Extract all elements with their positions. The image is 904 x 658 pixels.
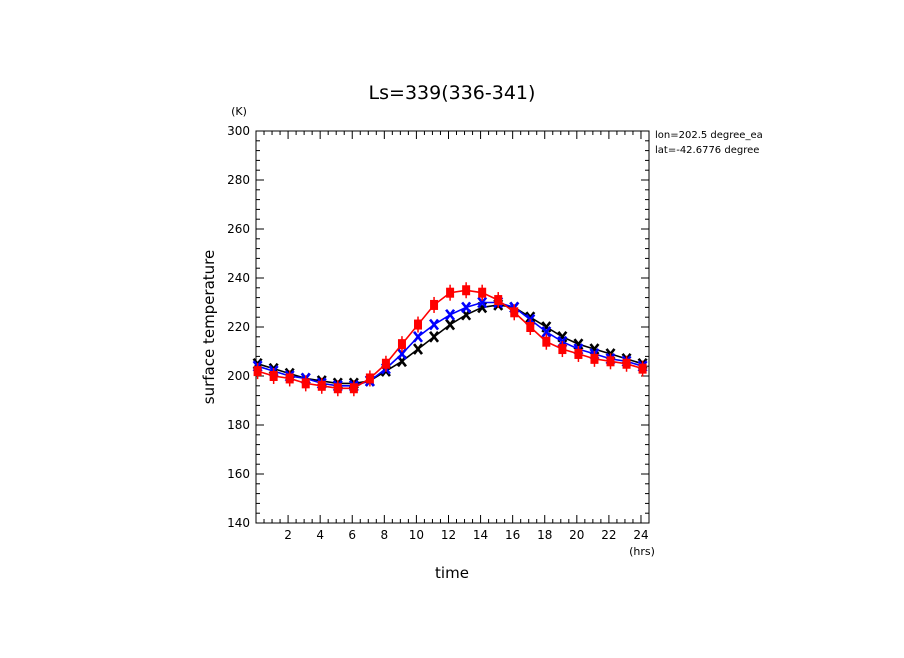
y-axis-unit: (K) <box>231 105 247 118</box>
x-tick-label: 20 <box>569 528 584 542</box>
x-tick-label: 14 <box>473 528 488 542</box>
y-tick-label: 180 <box>227 418 250 432</box>
data-point-1 <box>429 318 440 331</box>
data-point-0 <box>429 330 440 343</box>
x-tick-label: 2 <box>284 528 292 542</box>
data-point-1 <box>477 296 488 309</box>
data-point-0 <box>525 311 536 324</box>
y-tick-label: 280 <box>227 173 250 187</box>
x-axis-unit: (hrs) <box>629 545 655 558</box>
series-line-2 <box>257 289 643 390</box>
chart-title: Ls=339(336-341) <box>369 82 536 104</box>
data-point-0 <box>445 318 456 331</box>
x-tick-label: 8 <box>381 528 389 542</box>
x-axis-label: time <box>435 564 469 582</box>
data-point-1 <box>412 330 424 343</box>
data-point-1 <box>461 301 472 314</box>
y-tick-label: 160 <box>227 467 250 481</box>
data-point-1 <box>396 348 407 360</box>
x-tick-label: 22 <box>601 528 616 542</box>
x-tick-label: 18 <box>537 528 552 542</box>
y-tick-label: 260 <box>227 222 250 236</box>
x-tick-label: 16 <box>505 528 520 542</box>
y-axis-label: surface temperature <box>200 250 218 405</box>
x-tick-label: 12 <box>441 528 456 542</box>
y-tick-label: 200 <box>227 369 250 383</box>
data-point-1 <box>445 308 456 321</box>
annotation-lon: lon=202.5 degree_ea <box>655 130 763 141</box>
data-point-0 <box>412 343 424 355</box>
y-tick-label: 240 <box>227 271 250 285</box>
y-tick-label: 220 <box>227 320 250 334</box>
x-tick-label: 6 <box>348 528 356 542</box>
y-tick-label: 300 <box>227 124 250 138</box>
x-tick-label: 24 <box>633 528 648 542</box>
annotation-lat: lat=-42.6776 degree <box>655 145 759 156</box>
x-tick-label: 10 <box>409 528 424 542</box>
x-tick-label: 4 <box>316 528 324 542</box>
data-point-1 <box>541 326 552 338</box>
y-tick-label: 140 <box>227 516 250 530</box>
